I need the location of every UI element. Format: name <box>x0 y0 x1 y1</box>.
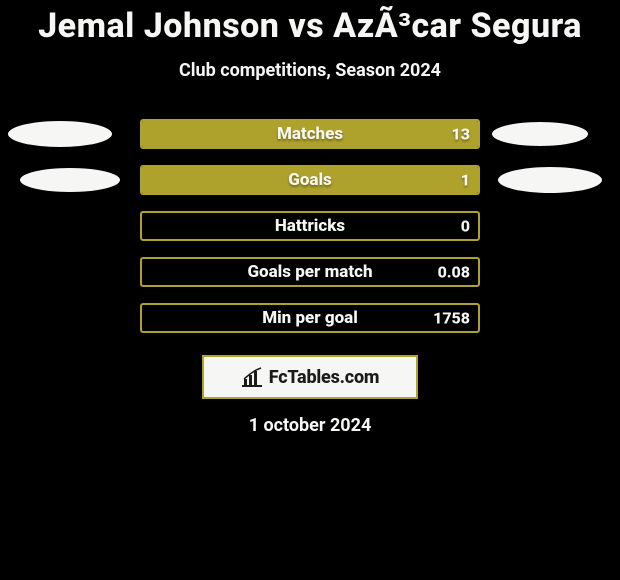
stat-value: 1758 <box>433 309 470 328</box>
date-text: 1 october 2024 <box>0 415 620 436</box>
stat-row: Matches 13 <box>0 119 620 149</box>
stat-row: Hattricks 0 <box>0 211 620 241</box>
left-oval <box>8 121 112 147</box>
stat-value: 0.08 <box>438 263 470 282</box>
bar-chart-icon <box>241 367 263 387</box>
stat-bar: Goals 1 <box>140 165 480 195</box>
stat-bar: Min per goal 1758 <box>140 303 480 333</box>
stat-row: Goals 1 <box>0 165 620 195</box>
stat-row: Goals per match 0.08 <box>0 257 620 287</box>
stat-row: Min per goal 1758 <box>0 303 620 333</box>
stat-bar: Goals per match 0.08 <box>140 257 480 287</box>
brand-box[interactable]: FcTables.com <box>202 355 418 399</box>
stat-value: 0 <box>461 217 470 236</box>
subtitle: Club competitions, Season 2024 <box>0 60 620 81</box>
left-oval <box>20 168 120 192</box>
brand-text: FcTables.com <box>269 367 380 388</box>
stats-card: Jemal Johnson vs AzÃ³car Segura Club com… <box>0 0 620 580</box>
stat-rows: Matches 13 Goals 1 Hattricks 0 Goals per match… <box>0 119 620 333</box>
stat-bar: Matches 13 <box>140 119 480 149</box>
stat-label: Min per goal <box>262 308 358 328</box>
stat-value: 13 <box>452 125 470 144</box>
right-oval <box>492 122 588 146</box>
stat-label: Hattricks <box>275 216 345 236</box>
stat-value: 1 <box>461 171 470 190</box>
stat-bar: Hattricks 0 <box>140 211 480 241</box>
stat-label: Goals per match <box>247 262 372 282</box>
stat-label: Matches <box>277 124 343 144</box>
right-oval <box>498 167 602 193</box>
page-title: Jemal Johnson vs AzÃ³car Segura <box>0 0 620 46</box>
stat-label: Goals <box>288 170 332 190</box>
